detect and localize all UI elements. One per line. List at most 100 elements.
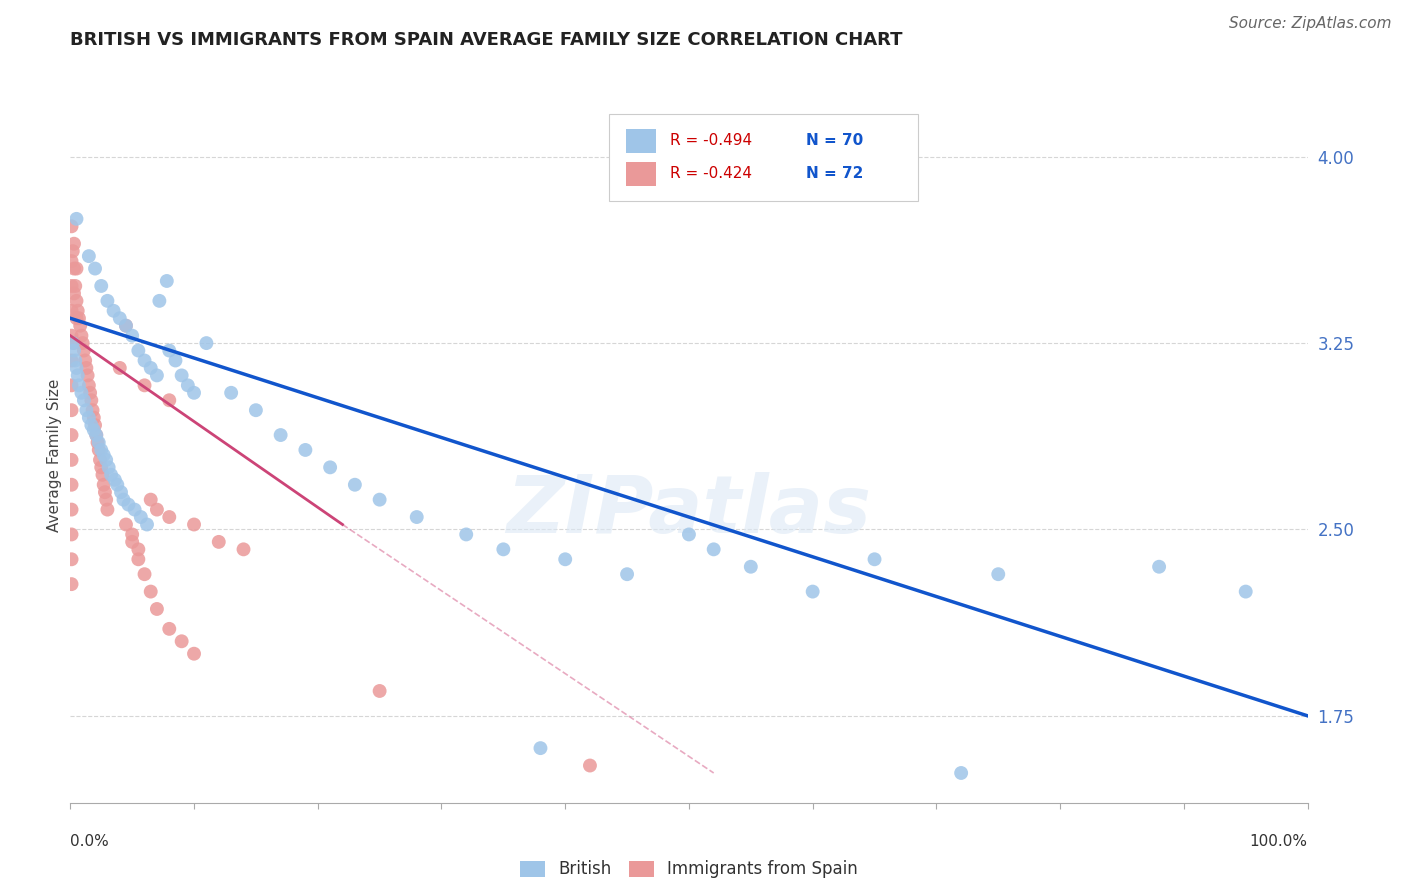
Point — [60, 328, 83, 343]
FancyBboxPatch shape — [626, 129, 655, 153]
Point — [70, 385, 93, 400]
Point — [219, 385, 242, 400]
Point — [121, 328, 143, 343]
Point — [104, 473, 127, 487]
Point — [134, 567, 156, 582]
Point — [62, 244, 84, 259]
Point — [60, 254, 83, 268]
Point — [60, 403, 83, 417]
Point — [82, 403, 104, 417]
Point — [368, 492, 391, 507]
Text: 0.0%: 0.0% — [70, 834, 110, 849]
Point — [108, 361, 131, 376]
Point — [73, 343, 96, 358]
Point — [195, 336, 218, 351]
Point — [183, 647, 205, 661]
Point — [1234, 584, 1257, 599]
Point — [108, 311, 131, 326]
Point — [319, 460, 342, 475]
Point — [75, 403, 97, 417]
Point — [63, 261, 86, 276]
Point — [554, 552, 576, 566]
Point — [87, 435, 110, 450]
Point — [616, 567, 638, 582]
Point — [368, 684, 391, 698]
Point — [100, 467, 122, 482]
Point — [987, 567, 1010, 582]
Point — [84, 428, 107, 442]
Point — [139, 492, 162, 507]
Point — [170, 368, 193, 383]
Point — [183, 385, 205, 400]
Point — [87, 442, 110, 457]
Point — [91, 467, 114, 482]
Point — [146, 502, 169, 516]
Point — [703, 542, 725, 557]
Point — [115, 318, 138, 333]
Text: ZIPatlas: ZIPatlas — [506, 472, 872, 549]
Point — [72, 336, 94, 351]
Point — [66, 303, 89, 318]
Point — [232, 542, 254, 557]
Point — [89, 453, 111, 467]
Point — [69, 318, 91, 333]
Point — [96, 453, 118, 467]
Point — [84, 418, 107, 433]
Legend: British, Immigrants from Spain: British, Immigrants from Spain — [513, 854, 865, 885]
Point — [60, 303, 83, 318]
Point — [60, 219, 83, 234]
Point — [157, 343, 180, 358]
Point — [80, 393, 103, 408]
Point — [60, 552, 83, 566]
Point — [77, 378, 100, 392]
FancyBboxPatch shape — [626, 162, 655, 186]
Point — [65, 361, 87, 376]
Point — [343, 477, 366, 491]
Point — [136, 517, 159, 532]
Point — [60, 453, 83, 467]
Point — [492, 542, 515, 557]
Point — [94, 485, 117, 500]
Point — [165, 353, 187, 368]
Point — [65, 261, 87, 276]
Point — [63, 343, 86, 358]
Y-axis label: Average Family Size: Average Family Size — [46, 378, 62, 532]
Point — [1147, 559, 1170, 574]
Point — [70, 328, 93, 343]
Point — [90, 279, 112, 293]
Point — [86, 435, 108, 450]
Point — [65, 311, 87, 326]
Point — [96, 502, 118, 516]
Point — [67, 378, 90, 392]
Point — [60, 502, 83, 516]
Point — [62, 336, 84, 351]
Point — [63, 286, 86, 301]
Point — [79, 385, 101, 400]
Point — [863, 552, 886, 566]
Point — [156, 274, 179, 288]
Point — [84, 428, 107, 442]
Point — [183, 517, 205, 532]
Point — [170, 634, 193, 648]
Point — [77, 410, 100, 425]
Point — [65, 211, 87, 226]
Point — [60, 353, 83, 368]
Point — [103, 303, 125, 318]
Point — [60, 477, 83, 491]
Point — [146, 368, 169, 383]
Point — [77, 249, 100, 263]
Text: R = -0.494: R = -0.494 — [671, 133, 752, 148]
Point — [63, 236, 86, 251]
Point — [294, 442, 316, 457]
Text: N = 70: N = 70 — [807, 133, 863, 148]
Point — [63, 336, 86, 351]
Point — [579, 758, 602, 772]
Text: Source: ZipAtlas.com: Source: ZipAtlas.com — [1229, 16, 1392, 31]
Point — [76, 368, 98, 383]
Point — [127, 542, 149, 557]
Point — [148, 293, 170, 308]
Point — [96, 293, 118, 308]
Point — [121, 534, 143, 549]
Point — [127, 552, 149, 566]
Point — [270, 428, 292, 442]
